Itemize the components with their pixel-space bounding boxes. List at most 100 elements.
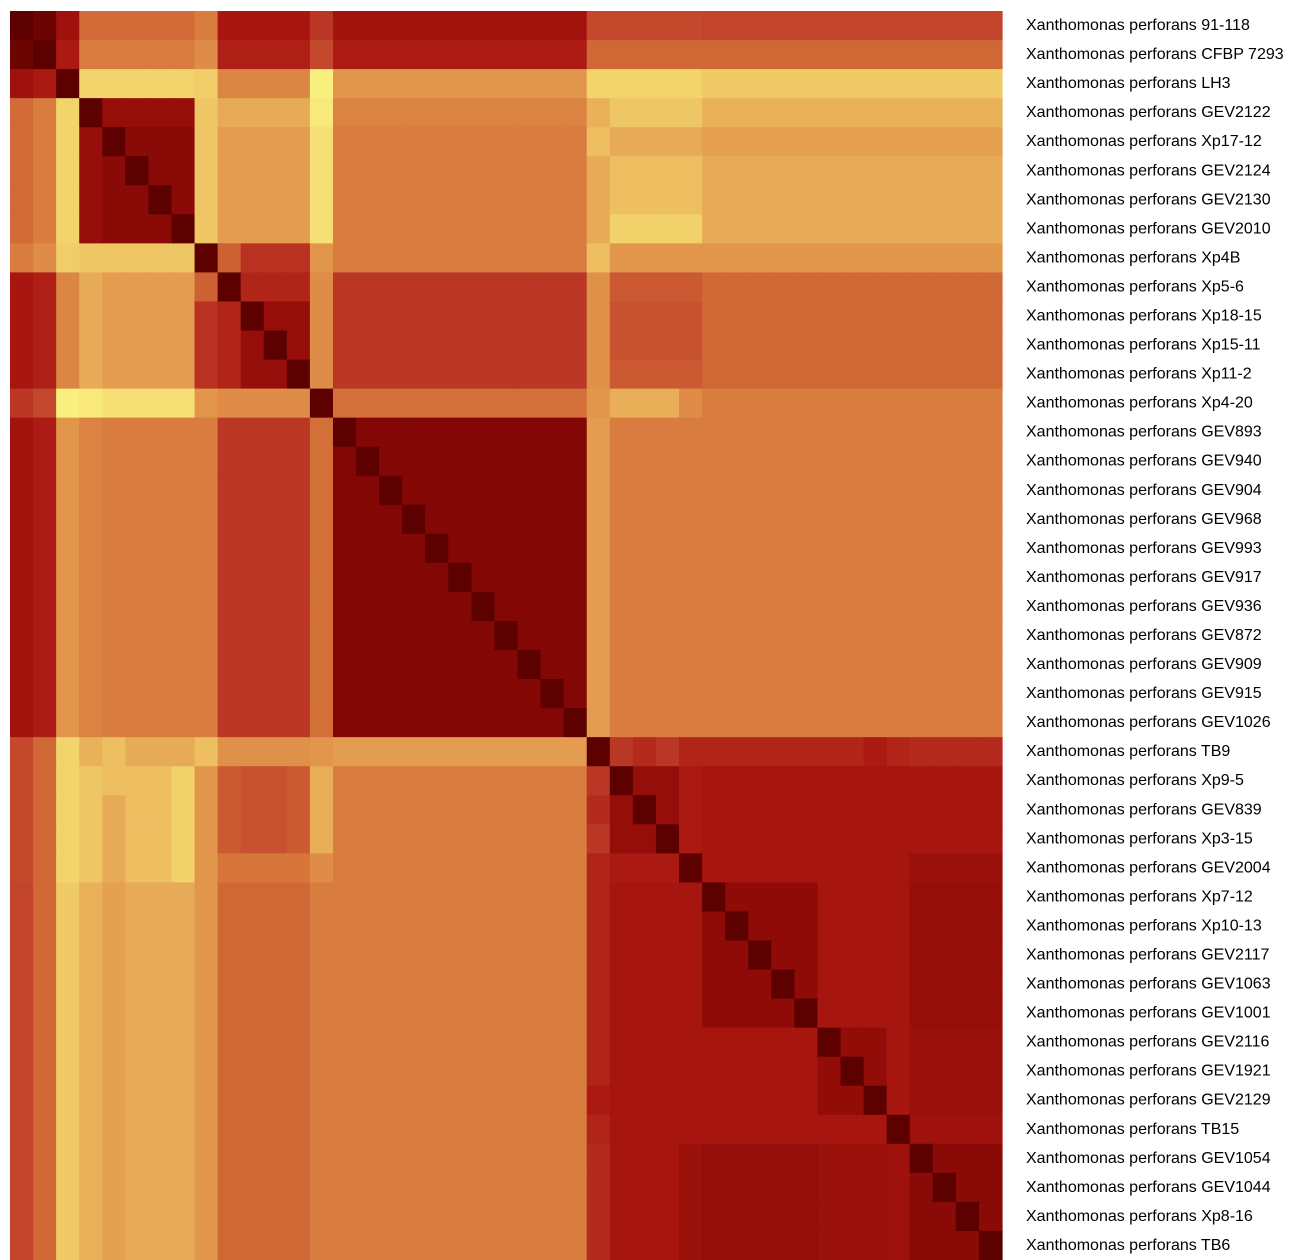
heatmap-cell bbox=[379, 998, 403, 1029]
heatmap-cell bbox=[702, 737, 726, 767]
heatmap-cell bbox=[517, 1085, 542, 1116]
heatmap-cell bbox=[171, 998, 196, 1029]
row-label: Xanthomonas perforans LH3 bbox=[1026, 75, 1231, 92]
heatmap-cell bbox=[679, 1056, 703, 1087]
heatmap-cell bbox=[679, 853, 703, 883]
heatmap-cell bbox=[679, 1085, 703, 1116]
heatmap-cell bbox=[379, 679, 403, 709]
heatmap-cell bbox=[817, 185, 842, 215]
heatmap-cell bbox=[955, 98, 980, 128]
heatmap-cell bbox=[33, 650, 57, 680]
heatmap-cell bbox=[402, 562, 426, 593]
heatmap-cell bbox=[817, 795, 842, 825]
heatmap-cell bbox=[148, 679, 173, 709]
heatmap-cell bbox=[655, 388, 680, 419]
heatmap-cell bbox=[194, 69, 219, 99]
heatmap-cell bbox=[217, 446, 242, 477]
heatmap-cell bbox=[494, 98, 519, 128]
heatmap-cell bbox=[356, 69, 380, 99]
heatmap-cell bbox=[932, 330, 957, 361]
heatmap-cell bbox=[263, 591, 288, 622]
heatmap-cell bbox=[471, 1230, 496, 1260]
heatmap-cell bbox=[909, 475, 934, 506]
heatmap-cell bbox=[863, 940, 888, 971]
heatmap-cell bbox=[563, 911, 588, 942]
heatmap-cell bbox=[771, 679, 795, 709]
heatmap-cell bbox=[402, 824, 426, 854]
heatmap-cell bbox=[448, 185, 472, 215]
heatmap-cell bbox=[10, 766, 34, 796]
heatmap-cell bbox=[494, 998, 519, 1029]
heatmap-cell bbox=[125, 1085, 150, 1116]
heatmap-cell bbox=[609, 272, 634, 303]
heatmap-cell bbox=[586, 446, 611, 477]
heatmap-cell bbox=[632, 156, 657, 186]
heatmap-cell bbox=[425, 1172, 449, 1203]
heatmap-cell bbox=[840, 156, 865, 186]
heatmap-cell bbox=[102, 1114, 126, 1145]
heatmap-cell bbox=[10, 359, 34, 390]
heatmap-cell bbox=[356, 272, 380, 303]
heatmap-cell bbox=[655, 737, 680, 767]
heatmap-cell bbox=[194, 998, 219, 1029]
heatmap-cell bbox=[171, 1085, 196, 1116]
heatmap-cell bbox=[655, 766, 680, 796]
heatmap-cell bbox=[494, 243, 519, 274]
heatmap-cell bbox=[609, 795, 634, 825]
heatmap-cell bbox=[240, 127, 265, 157]
heatmap-cell bbox=[379, 243, 403, 274]
heatmap-cell bbox=[863, 417, 888, 448]
heatmap-cell bbox=[33, 127, 57, 157]
heatmap-cell bbox=[309, 243, 334, 274]
heatmap-cell bbox=[909, 533, 934, 564]
heatmap-cell bbox=[56, 69, 80, 99]
heatmap-cell bbox=[425, 504, 449, 535]
heatmap-cell bbox=[33, 1230, 57, 1260]
heatmap-cell bbox=[79, 620, 103, 651]
heatmap-cell bbox=[332, 1085, 357, 1116]
heatmap-cell bbox=[632, 1143, 657, 1174]
heatmap-cell bbox=[586, 679, 611, 709]
heatmap-cell bbox=[909, 417, 934, 448]
heatmap-cell bbox=[794, 591, 819, 622]
heatmap-cell bbox=[517, 1230, 542, 1260]
heatmap-cell bbox=[702, 998, 726, 1029]
heatmap-cell bbox=[794, 388, 819, 419]
heatmap-cell bbox=[655, 1201, 680, 1232]
heatmap-cell bbox=[332, 737, 357, 767]
heatmap-cell bbox=[909, 1027, 934, 1058]
heatmap-cell bbox=[79, 127, 103, 157]
heatmap-cell bbox=[725, 214, 749, 244]
heatmap-cell bbox=[563, 11, 588, 41]
heatmap-cell bbox=[494, 1085, 519, 1116]
heatmap-cell bbox=[79, 1172, 103, 1203]
heatmap-cell bbox=[863, 1085, 888, 1116]
heatmap-cell bbox=[263, 824, 288, 854]
heatmap-cell bbox=[263, 795, 288, 825]
heatmap-cell bbox=[817, 853, 842, 883]
heatmap-cell bbox=[771, 737, 795, 767]
heatmap-cell bbox=[402, 475, 426, 506]
heatmap-cell bbox=[471, 795, 496, 825]
heatmap-cell bbox=[886, 127, 911, 157]
row-label: Xanthomonas perforans GEV904 bbox=[1026, 482, 1262, 499]
heatmap-cell bbox=[540, 475, 565, 506]
heatmap-cell bbox=[702, 69, 726, 99]
heatmap-cell bbox=[240, 620, 265, 651]
heatmap-cell bbox=[356, 1085, 380, 1116]
heatmap-cell bbox=[379, 1027, 403, 1058]
heatmap-cell bbox=[679, 533, 703, 564]
heatmap-cell bbox=[79, 1143, 103, 1174]
heatmap-cell bbox=[309, 127, 334, 157]
heatmap-cell bbox=[471, 11, 496, 41]
heatmap-cell bbox=[863, 446, 888, 477]
heatmap-cell bbox=[586, 504, 611, 535]
heatmap-cell bbox=[817, 562, 842, 593]
heatmap-cell bbox=[609, 359, 634, 390]
heatmap-cell bbox=[217, 533, 242, 564]
heatmap-cell bbox=[79, 417, 103, 448]
heatmap-cell bbox=[217, 243, 242, 274]
heatmap-cell bbox=[955, 533, 980, 564]
heatmap-cell bbox=[863, 504, 888, 535]
heatmap-cell bbox=[471, 475, 496, 506]
